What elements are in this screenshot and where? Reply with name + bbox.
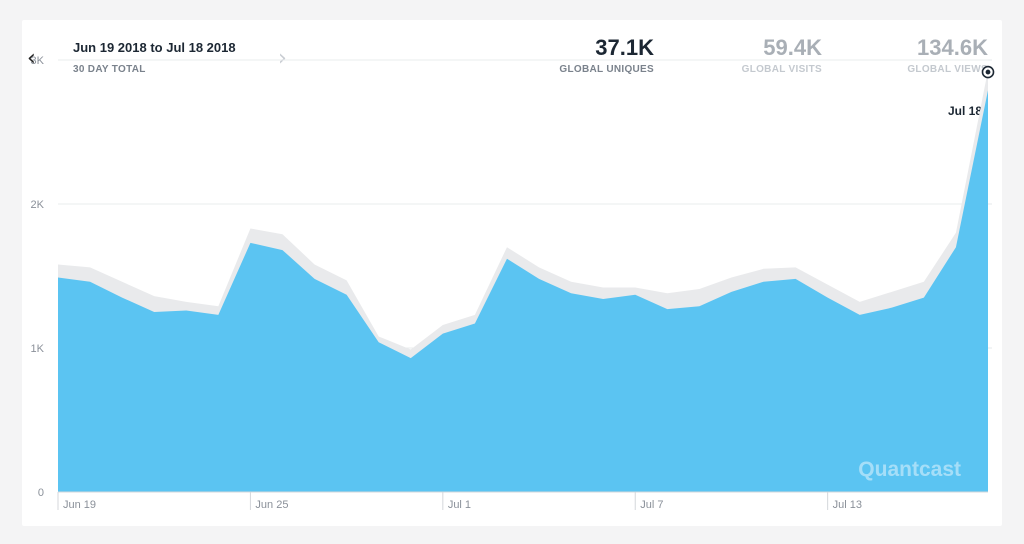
series-area xyxy=(58,90,988,493)
stat-label: GLOBAL VISITS xyxy=(741,64,822,75)
stat-global-uniques[interactable]: 37.1K GLOBAL UNIQUES xyxy=(559,34,654,75)
stat-global-views[interactable]: 134.6K GLOBAL VIEWS xyxy=(907,34,988,75)
area-chart[interactable]: 0 1K 2K 3K Jun 19 Jun 25 Jul 1 Jul 7 Jul 13 Qua… xyxy=(22,20,1002,526)
stat-label: GLOBAL UNIQUES xyxy=(559,64,654,75)
stat-label: GLOBAL VIEWS xyxy=(907,64,988,75)
chevron-right-icon[interactable]: › xyxy=(278,46,287,71)
highlight-point-center xyxy=(985,69,991,75)
stat-value: 59.4K xyxy=(763,35,822,60)
stat-value: 37.1K xyxy=(595,35,654,60)
y-tick-label: 1K xyxy=(31,343,45,355)
y-tick-label: 3K xyxy=(31,55,45,67)
chart-card: ‹ Jun 19 2018 to Jul 18 2018 30 DAY TOTA… xyxy=(22,20,1002,526)
quantcast-watermark: Quantcast xyxy=(858,458,961,481)
date-range: Jun 19 2018 to Jul 18 2018 xyxy=(73,40,236,55)
axes: Jun 19 Jun 25 Jul 1 Jul 7 Jul 13 xyxy=(57,491,988,511)
chevron-left-icon[interactable]: ‹ xyxy=(27,46,36,71)
stat-global-visits[interactable]: 59.4K GLOBAL VISITS xyxy=(742,34,822,75)
x-tick-label: Jul 13 xyxy=(833,499,862,511)
stat-value: 134.6K xyxy=(917,35,988,60)
hover-date-label: Jul 18 xyxy=(947,104,982,118)
y-tick-label: 0 xyxy=(38,487,44,499)
markers xyxy=(981,65,995,79)
x-tick-label: Jul 1 xyxy=(448,499,471,511)
y-tick-label: 2K xyxy=(31,199,45,211)
range-subtitle: 30 DAY TOTAL xyxy=(73,64,146,75)
x-tick-label: Jul 7 xyxy=(640,499,663,511)
x-tick-label: Jun 19 xyxy=(63,499,96,511)
x-tick-label: Jun 25 xyxy=(255,499,288,511)
